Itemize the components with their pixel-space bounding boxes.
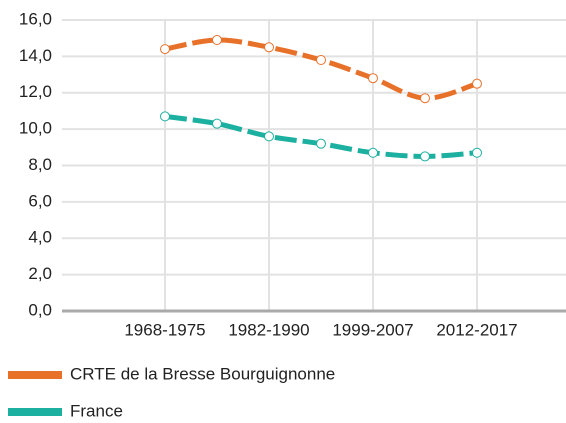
series-line: [164, 113, 478, 159]
data-point: [160, 44, 170, 55]
data-point: [316, 55, 326, 66]
data-point: [212, 118, 222, 129]
data-point: [264, 42, 274, 53]
y-tick-label: 4,0: [28, 228, 52, 247]
data-point: [368, 147, 378, 158]
legend-label: France: [70, 401, 123, 420]
y-tick-label: 10,0: [19, 119, 52, 138]
legend-swatch: [8, 371, 62, 379]
x-tick-label: 1999-2007: [332, 320, 413, 339]
x-tick-label: 1968-1975: [124, 320, 205, 339]
data-point: [316, 138, 326, 149]
y-tick-label: 6,0: [28, 191, 52, 210]
y-tick-label: 12,0: [19, 82, 52, 101]
data-point: [420, 151, 430, 162]
data-point: [160, 111, 170, 122]
x-tick-label: 1982-1990: [228, 320, 309, 339]
y-tick-label: 8,0: [28, 155, 52, 174]
y-tick-label: 2,0: [28, 264, 52, 283]
legend-swatch: [8, 408, 62, 416]
data-point: [472, 147, 482, 158]
y-tick-label: 16,0: [19, 9, 52, 28]
y-tick-label: 0,0: [28, 300, 52, 319]
data-point: [212, 35, 222, 46]
series-line: [164, 37, 478, 101]
x-tick-label: 2012-2017: [436, 320, 517, 339]
data-point: [368, 73, 378, 84]
data-point: [472, 78, 482, 89]
data-point: [420, 93, 430, 104]
data-point: [264, 131, 274, 142]
legend-label: CRTE de la Bresse Bourguignonne: [70, 364, 335, 383]
y-tick-label: 14,0: [19, 46, 52, 65]
